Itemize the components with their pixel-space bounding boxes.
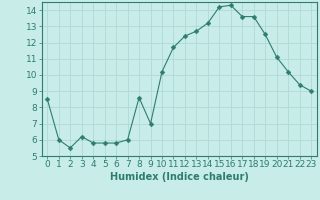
X-axis label: Humidex (Indice chaleur): Humidex (Indice chaleur) (110, 172, 249, 182)
